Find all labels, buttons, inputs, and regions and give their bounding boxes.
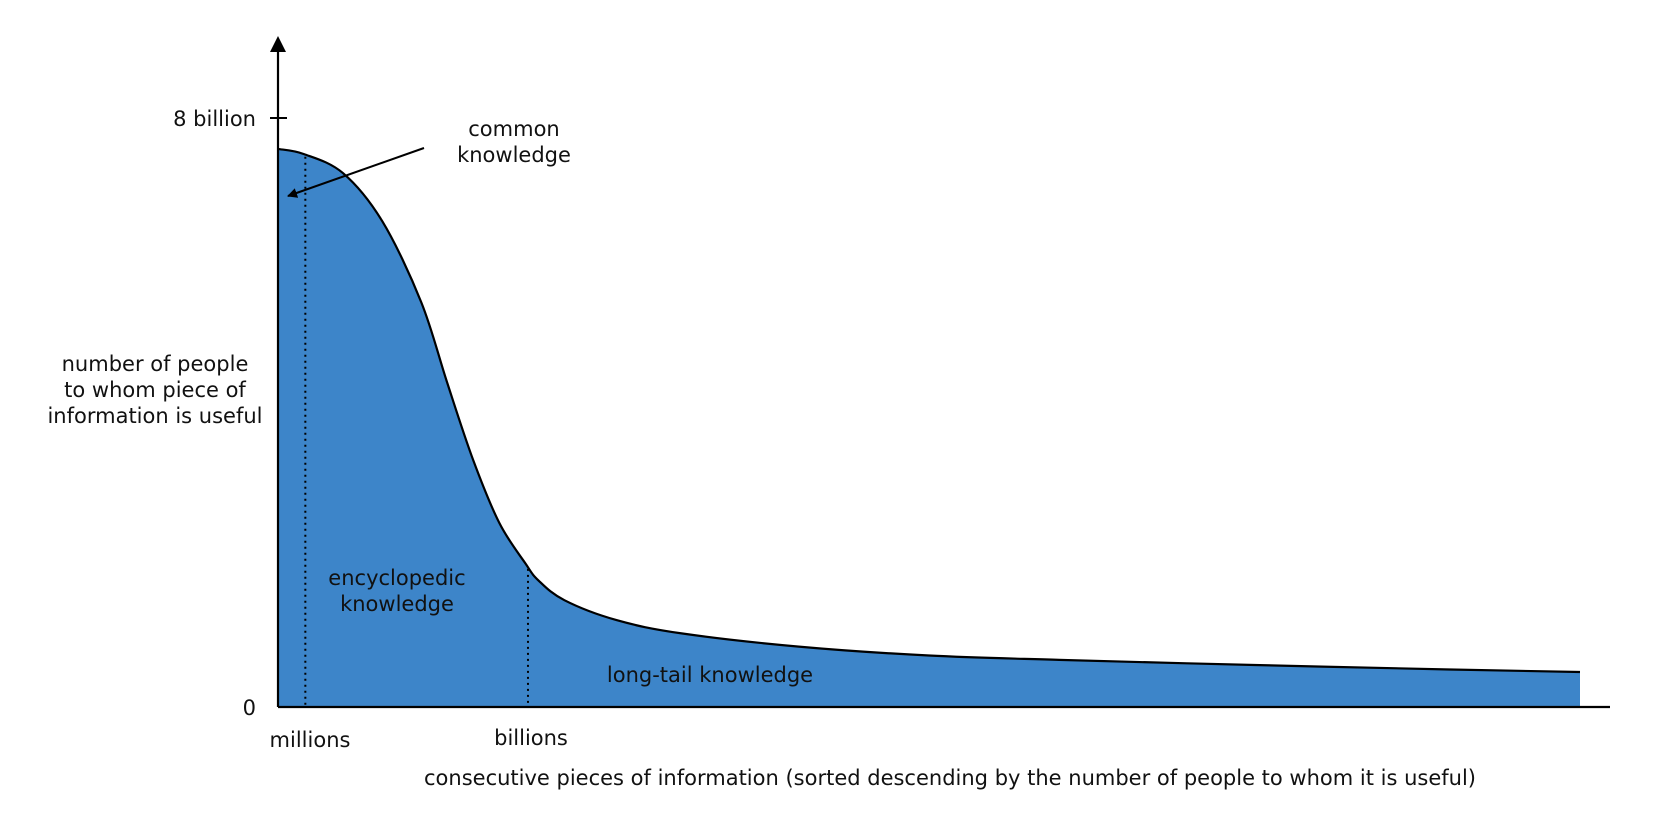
axes-layer bbox=[270, 36, 1610, 709]
annotation-encyclopedic-knowledge-line-0: encyclopedic bbox=[328, 566, 465, 590]
annotation-encyclopedic-knowledge-line-1: knowledge bbox=[340, 592, 454, 616]
common-knowledge-arrow bbox=[287, 147, 425, 198]
area-fill bbox=[278, 148, 1580, 707]
y-axis-title-line-0: number of people bbox=[62, 352, 249, 376]
x-tick-label-billions: billions bbox=[494, 726, 568, 750]
y-axis-title-line-1: to whom piece of bbox=[64, 378, 246, 402]
y-axis-title-line-2: information is useful bbox=[47, 404, 262, 428]
x-axis-title: consecutive pieces of information (sorte… bbox=[424, 766, 1476, 790]
y-axis-arrowhead bbox=[270, 36, 286, 52]
y-tick-label-1: 8 billion bbox=[173, 107, 256, 131]
annotation-long-tail-knowledge: long-tail knowledge bbox=[607, 663, 813, 687]
area-outline bbox=[277, 147, 1581, 674]
annotation-common-knowledge-line-1: knowledge bbox=[457, 143, 571, 167]
x-tick-label-millions: millions bbox=[270, 728, 351, 752]
y-tick-label-0: 0 bbox=[243, 696, 256, 720]
area-layer bbox=[277, 147, 1581, 707]
labels-layer: 0 8 billion millions billions number of peop… bbox=[47, 107, 1476, 790]
annotation-common-knowledge-line-0: common bbox=[468, 117, 559, 141]
